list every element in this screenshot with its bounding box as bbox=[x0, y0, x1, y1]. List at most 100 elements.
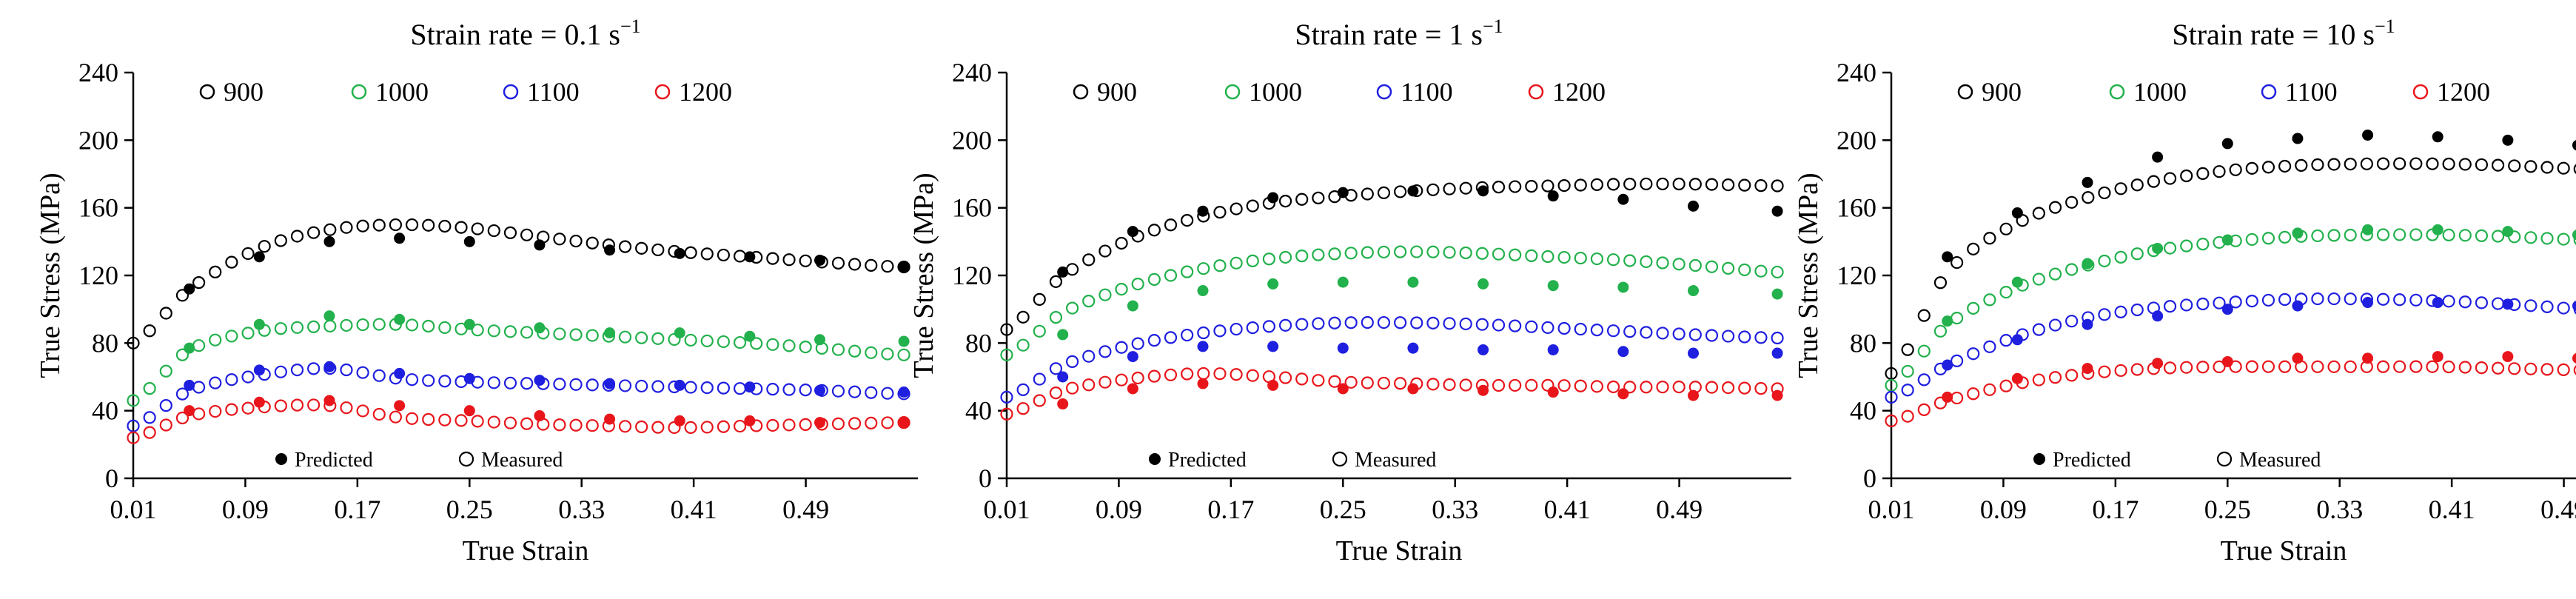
measured-point bbox=[209, 406, 221, 417]
measured-point bbox=[423, 220, 434, 231]
measured-point bbox=[1395, 186, 1406, 197]
measured-point bbox=[1181, 329, 1193, 341]
measured-point bbox=[489, 417, 500, 428]
y-tick-label: 240 bbox=[952, 58, 992, 87]
measured-point bbox=[2181, 241, 2192, 252]
measured-point bbox=[784, 254, 795, 265]
measured-series-900 bbox=[1886, 158, 2576, 379]
measured-point bbox=[1575, 252, 1586, 264]
measured-point bbox=[406, 219, 417, 230]
predicted-point bbox=[1617, 388, 1629, 399]
measured-point bbox=[1772, 332, 1783, 344]
measured-point bbox=[472, 415, 483, 426]
measured-point bbox=[2001, 224, 2012, 235]
predicted-point bbox=[814, 255, 825, 266]
measured-point bbox=[1674, 258, 1685, 270]
measured-point bbox=[1050, 312, 1061, 323]
predicted-point bbox=[394, 314, 405, 325]
measured-point bbox=[2558, 364, 2569, 375]
measured-point bbox=[1329, 248, 1341, 259]
measured-point bbox=[243, 248, 254, 259]
x-tick-label: 0.49 bbox=[2540, 495, 2576, 524]
y-tick-label: 240 bbox=[1837, 58, 1876, 87]
predicted-point bbox=[814, 385, 825, 396]
predicted-point bbox=[674, 380, 685, 391]
predicted-point bbox=[2502, 298, 2513, 309]
measured-point bbox=[2033, 274, 2045, 285]
measured-point bbox=[2410, 361, 2421, 372]
chart-panel-2: Strain rate = 1 s−1040801201602002400.01… bbox=[908, 16, 1791, 566]
predicted-point bbox=[1267, 380, 1278, 391]
measured-point bbox=[1149, 274, 1160, 285]
measured-point bbox=[1116, 375, 1127, 386]
predicted-point bbox=[604, 327, 615, 338]
predicted-point bbox=[1338, 343, 1349, 354]
measured-point bbox=[1902, 344, 1913, 355]
measured-point bbox=[341, 222, 352, 233]
measured-point bbox=[2426, 361, 2438, 372]
measured-point bbox=[882, 349, 893, 360]
measured-point bbox=[1165, 369, 1176, 381]
x-tick-label: 0.17 bbox=[1207, 495, 1254, 524]
predicted-point bbox=[1477, 278, 1489, 290]
predicted-point bbox=[1198, 341, 1209, 352]
y-tick-label: 40 bbox=[1850, 396, 1876, 426]
predicted-point bbox=[1617, 281, 1629, 292]
measured-point bbox=[1280, 372, 1291, 384]
measured-point bbox=[849, 346, 860, 357]
legend-measured-label: Measured bbox=[1355, 449, 1436, 472]
measured-point bbox=[1034, 395, 1045, 406]
measured-point bbox=[1509, 380, 1520, 391]
measured-point bbox=[833, 418, 844, 429]
measured-point bbox=[1575, 324, 1586, 335]
measured-point bbox=[2525, 161, 2536, 172]
measured-point bbox=[1608, 254, 1619, 265]
measured-point bbox=[652, 381, 663, 392]
measured-point bbox=[505, 326, 516, 337]
y-tick-label: 40 bbox=[965, 396, 992, 426]
measured-point bbox=[685, 382, 697, 393]
predicted-point bbox=[1688, 201, 1699, 212]
measured-series-1200 bbox=[1002, 368, 1783, 420]
predicted-point bbox=[744, 381, 755, 392]
predicted-series-1000 bbox=[1942, 224, 2576, 327]
measured-point bbox=[439, 322, 450, 333]
measured-point bbox=[324, 224, 335, 235]
measured-point bbox=[1723, 263, 1734, 274]
measured-point bbox=[2214, 166, 2225, 177]
measured-point bbox=[2197, 238, 2208, 250]
measured-point bbox=[144, 325, 155, 336]
measured-point bbox=[1739, 332, 1750, 343]
predicted-point bbox=[2222, 235, 2233, 246]
legend-marker-900 bbox=[201, 85, 214, 98]
measured-point bbox=[358, 367, 369, 378]
predicted-point bbox=[534, 375, 545, 386]
measured-point bbox=[1984, 294, 1995, 305]
measured-point bbox=[2345, 293, 2356, 304]
measured-point bbox=[1674, 381, 1685, 392]
predicted-point bbox=[464, 405, 475, 416]
predicted-point bbox=[2292, 301, 2303, 312]
y-tick-label: 200 bbox=[952, 125, 992, 155]
predicted-point bbox=[2572, 352, 2576, 364]
measured-point bbox=[2312, 230, 2323, 241]
y-tick-label: 0 bbox=[979, 464, 992, 493]
x-tick-label: 0.41 bbox=[671, 495, 717, 524]
measured-point bbox=[1427, 318, 1438, 329]
measured-point bbox=[2312, 293, 2323, 304]
predicted-point bbox=[1338, 187, 1349, 198]
measured-point bbox=[1116, 238, 1127, 249]
measured-point bbox=[2492, 363, 2503, 374]
predicted-point bbox=[744, 415, 755, 426]
measured-point bbox=[734, 421, 745, 432]
measured-point bbox=[2410, 295, 2421, 306]
measured-point bbox=[1951, 312, 1962, 324]
measured-point bbox=[1591, 253, 1603, 264]
measured-point bbox=[685, 247, 697, 258]
measured-point bbox=[1559, 252, 1570, 263]
predicted-point bbox=[2362, 297, 2373, 308]
y-tick-label: 0 bbox=[105, 464, 118, 493]
measured-point bbox=[1280, 252, 1291, 263]
